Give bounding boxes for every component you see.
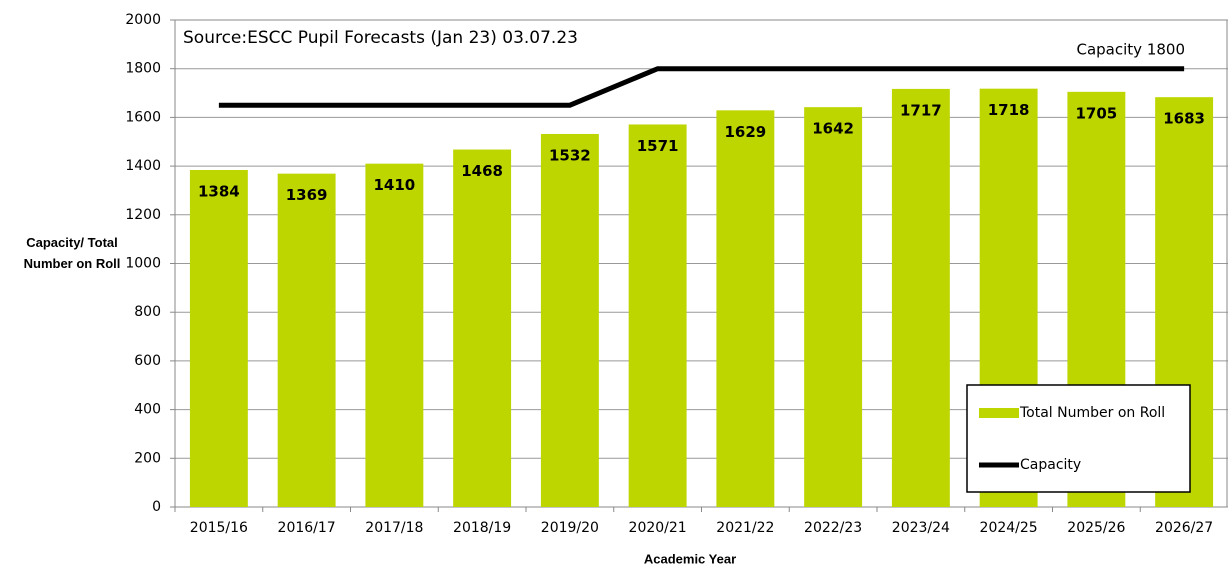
y-tick-label: 2000 bbox=[125, 12, 161, 28]
data-label: 1717 bbox=[900, 101, 942, 119]
data-label: 1468 bbox=[461, 162, 503, 180]
x-tick-label: 2015/16 bbox=[190, 520, 248, 536]
data-label: 1384 bbox=[198, 182, 240, 200]
bar bbox=[891, 88, 950, 508]
data-label: 1683 bbox=[1163, 110, 1205, 128]
x-axis-title: Academic Year bbox=[644, 551, 736, 566]
bar bbox=[540, 133, 599, 507]
y-axis-title: Capacity/ Total Number on Roll bbox=[23, 235, 121, 271]
y-tick-label: 800 bbox=[134, 304, 161, 320]
y-tick-label: 200 bbox=[134, 450, 161, 466]
data-label: 1629 bbox=[725, 123, 767, 141]
x-tick-label: 2021/22 bbox=[716, 520, 774, 536]
data-label: 1718 bbox=[988, 101, 1030, 119]
bar bbox=[365, 163, 424, 508]
x-tick-label: 2025/26 bbox=[1067, 520, 1125, 536]
y-tick-label: 1000 bbox=[125, 256, 161, 272]
legend-box bbox=[966, 384, 1191, 493]
capacity-line bbox=[218, 66, 1185, 108]
y-tick-label: 1400 bbox=[125, 158, 161, 174]
data-label: 1642 bbox=[812, 120, 854, 138]
y-tick-label: 600 bbox=[134, 353, 161, 369]
legend-label: Capacity bbox=[1020, 457, 1081, 473]
source-annotation: Source:ESCC Pupil Forecasts (Jan 23) 03.… bbox=[183, 28, 578, 48]
data-label: 1532 bbox=[549, 146, 591, 164]
data-label: 1369 bbox=[286, 186, 328, 204]
x-tick-label: 2023/24 bbox=[892, 520, 950, 536]
y-tick-label: 1800 bbox=[125, 61, 161, 77]
y-tick-label: 400 bbox=[134, 402, 161, 418]
capacity-annotation: Capacity 1800 bbox=[1077, 41, 1186, 59]
y-tick-label: 0 bbox=[152, 499, 161, 515]
bar bbox=[628, 124, 687, 508]
bar bbox=[277, 173, 336, 507]
x-tick-label: 2019/20 bbox=[541, 520, 599, 536]
x-tick-label: 2026/27 bbox=[1155, 520, 1213, 536]
bar bbox=[716, 110, 775, 507]
x-tick-label: 2018/19 bbox=[453, 520, 511, 536]
bar bbox=[453, 149, 512, 508]
x-tick-label: 2016/17 bbox=[278, 520, 336, 536]
legend-label: Total Number on Roll bbox=[1019, 405, 1165, 421]
data-label: 1705 bbox=[1076, 104, 1118, 122]
bar bbox=[189, 169, 248, 507]
bar bbox=[804, 107, 863, 507]
x-tick-label: 2024/25 bbox=[980, 520, 1038, 536]
data-label: 1571 bbox=[637, 137, 679, 155]
data-label: 1410 bbox=[374, 176, 416, 194]
y-tick-label: 1200 bbox=[125, 207, 161, 223]
y-tick-label: 1600 bbox=[125, 109, 161, 125]
x-tick-label: 2020/21 bbox=[629, 520, 687, 536]
legend-swatch bbox=[979, 408, 1019, 418]
x-tick-label: 2017/18 bbox=[365, 520, 423, 536]
x-tick-label: 2022/23 bbox=[804, 520, 862, 536]
